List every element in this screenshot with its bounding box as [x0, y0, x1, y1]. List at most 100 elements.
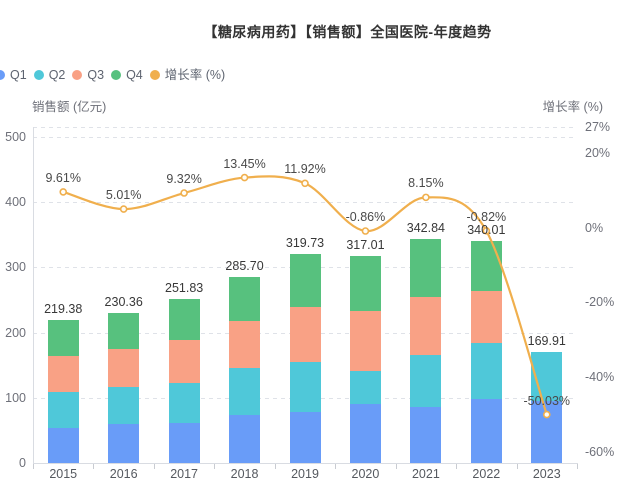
- bar-segment-q1-2022[interactable]: [470, 399, 502, 463]
- bar-segment-q3-2022[interactable]: [470, 291, 502, 344]
- x-axis-tick: [93, 464, 94, 469]
- growth-point-marker[interactable]: [482, 227, 491, 235]
- bar-segment-q3-2018[interactable]: [229, 321, 261, 369]
- bar-total-label: 169.91: [527, 334, 566, 349]
- growth-point-marker[interactable]: [542, 410, 551, 419]
- legend-marker-icon: [33, 70, 44, 80]
- bar-segment-q1-2023[interactable]: [531, 400, 563, 463]
- bar-total-label: 319.73: [285, 236, 325, 251]
- bar-segment-q3-2017[interactable]: [168, 340, 200, 384]
- bar-segment-q4-2018[interactable]: [229, 276, 261, 322]
- x-axis-tick: [456, 464, 457, 469]
- x-axis-label: 2015: [49, 467, 78, 481]
- bar-segment-q1-2018[interactable]: [229, 415, 261, 463]
- right-axis-tick-label: -20%: [585, 295, 615, 309]
- left-axis-tick-label: 0: [19, 456, 26, 470]
- right-axis-tick-label: 0%: [585, 221, 604, 235]
- gridline: [33, 202, 577, 203]
- x-axis-label: 2019: [291, 467, 319, 481]
- legend-item-q2[interactable]: Q2: [33, 68, 65, 82]
- growth-point-marker[interactable]: [119, 205, 128, 213]
- right-axis-tick-label: -40%: [585, 370, 615, 384]
- legend-item-q3[interactable]: Q3: [72, 68, 104, 82]
- x-axis-tick: [275, 464, 276, 469]
- legend-item-label: Q1: [10, 68, 27, 82]
- growth-point-label: -0.86%: [345, 210, 386, 224]
- bar-segment-q2-2015[interactable]: [47, 391, 79, 429]
- x-axis-tick: [396, 464, 397, 469]
- legend-item-[interactable]: 增长率 (%): [149, 68, 226, 82]
- left-axis-tick-label: 300: [5, 260, 26, 274]
- bar-total-label: 340.01: [467, 223, 506, 238]
- left-axis-tick-label: 400: [5, 195, 26, 209]
- bar-segment-q2-2019[interactable]: [289, 361, 321, 413]
- bar-segment-q1-2016[interactable]: [108, 424, 140, 463]
- right-axis-tick-label: 27%: [585, 120, 611, 134]
- bar-total-label: 251.83: [164, 280, 204, 295]
- bar-segment-q4-2020[interactable]: [349, 256, 381, 312]
- growth-point-label: 5.01%: [105, 188, 142, 203]
- right-axis-name: 增长率 (%): [542, 100, 603, 114]
- legend-marker-icon: [72, 70, 83, 80]
- bar-segment-q1-2020[interactable]: [349, 404, 381, 463]
- legend-item-label: 增长率 (%): [164, 68, 226, 82]
- bar-segment-q1-2017[interactable]: [168, 422, 200, 463]
- bar-segment-q4-2017[interactable]: [168, 298, 200, 341]
- growth-point-label: 9.32%: [166, 172, 202, 186]
- bar-segment-q1-2019[interactable]: [289, 412, 321, 463]
- growth-point-label: 11.92%: [284, 162, 326, 177]
- right-axis-tick-label: -60%: [585, 445, 615, 459]
- bar-segment-q2-2021[interactable]: [410, 354, 442, 408]
- growth-point-marker[interactable]: [301, 179, 309, 188]
- x-axis-label: 2018: [230, 467, 259, 481]
- bar-segment-q1-2015[interactable]: [47, 428, 79, 463]
- bar-segment-q3-2016[interactable]: [108, 349, 140, 387]
- legend-marker-icon: [0, 70, 5, 80]
- x-axis-tick: [517, 464, 518, 469]
- bar-segment-q4-2021[interactable]: [410, 239, 442, 297]
- growth-point-marker[interactable]: [361, 227, 370, 235]
- x-axis-tick: [335, 464, 336, 469]
- growth-point-label: 9.61%: [45, 170, 81, 185]
- x-axis-label: 2021: [411, 467, 440, 481]
- right-axis-tick-label: 20%: [585, 146, 611, 160]
- y-axis-line: [33, 127, 34, 463]
- x-axis-tick: [154, 464, 155, 469]
- bar-segment-q3-2015[interactable]: [47, 356, 79, 392]
- growth-point-marker[interactable]: [59, 188, 68, 196]
- growth-point-label: -50.03%: [523, 393, 571, 408]
- x-axis-label: 2017: [170, 467, 199, 481]
- gridline: [33, 137, 577, 138]
- bar-total-label: 317.01: [346, 238, 385, 253]
- x-axis-label: 2020: [351, 467, 380, 481]
- bar-segment-q4-2015[interactable]: [47, 319, 79, 357]
- bar-segment-q4-2019[interactable]: [289, 254, 321, 307]
- left-axis-tick-label: 200: [5, 326, 26, 340]
- x-axis-tick: [577, 464, 578, 469]
- gridline: [33, 127, 577, 128]
- bar-segment-q1-2021[interactable]: [410, 407, 442, 463]
- bar-segment-q3-2020[interactable]: [349, 311, 381, 371]
- bar-segment-q4-2016[interactable]: [108, 312, 140, 350]
- bar-segment-q2-2017[interactable]: [168, 383, 200, 423]
- x-axis-line: [33, 463, 578, 464]
- growth-point-marker[interactable]: [240, 173, 249, 182]
- growth-point-marker[interactable]: [422, 193, 430, 202]
- bar-segment-q3-2021[interactable]: [410, 296, 442, 355]
- left-axis-tick-label: 500: [5, 130, 26, 144]
- legend-item-q4[interactable]: Q4: [111, 68, 143, 82]
- bar-segment-q3-2019[interactable]: [289, 306, 321, 362]
- bar-segment-q2-2022[interactable]: [470, 343, 502, 400]
- growth-point-marker[interactable]: [180, 189, 188, 197]
- chart-title: 【糖尿病用药】【销售额】全国医院-年度趋势: [203, 24, 492, 40]
- bar-total-label: 285.70: [225, 258, 264, 273]
- bar-segment-q2-2020[interactable]: [349, 370, 381, 404]
- bar-segment-q2-2018[interactable]: [229, 368, 261, 416]
- x-axis-label: 2022: [472, 467, 501, 481]
- bar-segment-q4-2022[interactable]: [470, 241, 502, 291]
- bar-segment-q2-2016[interactable]: [108, 386, 140, 425]
- x-axis-tick: [33, 464, 34, 469]
- legend-item-label: Q3: [87, 68, 105, 82]
- legend-item-q1[interactable]: Q1: [0, 68, 27, 82]
